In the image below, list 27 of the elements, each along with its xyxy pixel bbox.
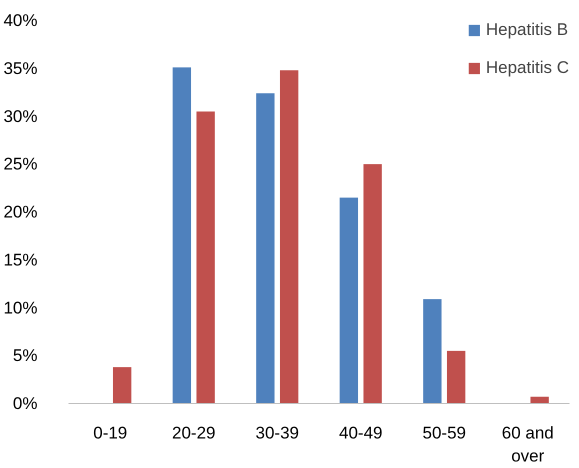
y-tick-label: 40% (3, 11, 38, 30)
x-tick-label: 50-59 (422, 424, 466, 442)
y-tick-label: 20% (3, 202, 38, 222)
y-tick-label: 5% (12, 346, 38, 366)
y-tick-label: 30% (3, 106, 38, 126)
y-tick-label: 25% (3, 154, 38, 174)
y-tick-label: 10% (3, 298, 38, 318)
bar (112, 367, 132, 404)
bar (280, 70, 298, 404)
x-tick-label: 60 and over (502, 424, 554, 466)
x-tick-label: 0-19 (93, 424, 128, 442)
bar (423, 299, 442, 404)
bar (196, 111, 215, 404)
bar (530, 396, 549, 404)
bar (256, 93, 275, 404)
bar (446, 350, 466, 404)
bar (363, 164, 382, 404)
bar (340, 198, 358, 404)
x-tick-label: 30-39 (256, 424, 299, 442)
bar (172, 67, 192, 404)
legend-label: Hepatitis B (486, 20, 568, 40)
legend-label: Hepatitis C (486, 58, 569, 78)
x-tick-label: 40-49 (339, 424, 382, 442)
x-tick-label: 20-29 (172, 424, 216, 442)
y-tick-label: 35% (3, 58, 38, 78)
y-tick-label: 0% (12, 394, 38, 413)
y-tick-label: 15% (3, 250, 38, 270)
